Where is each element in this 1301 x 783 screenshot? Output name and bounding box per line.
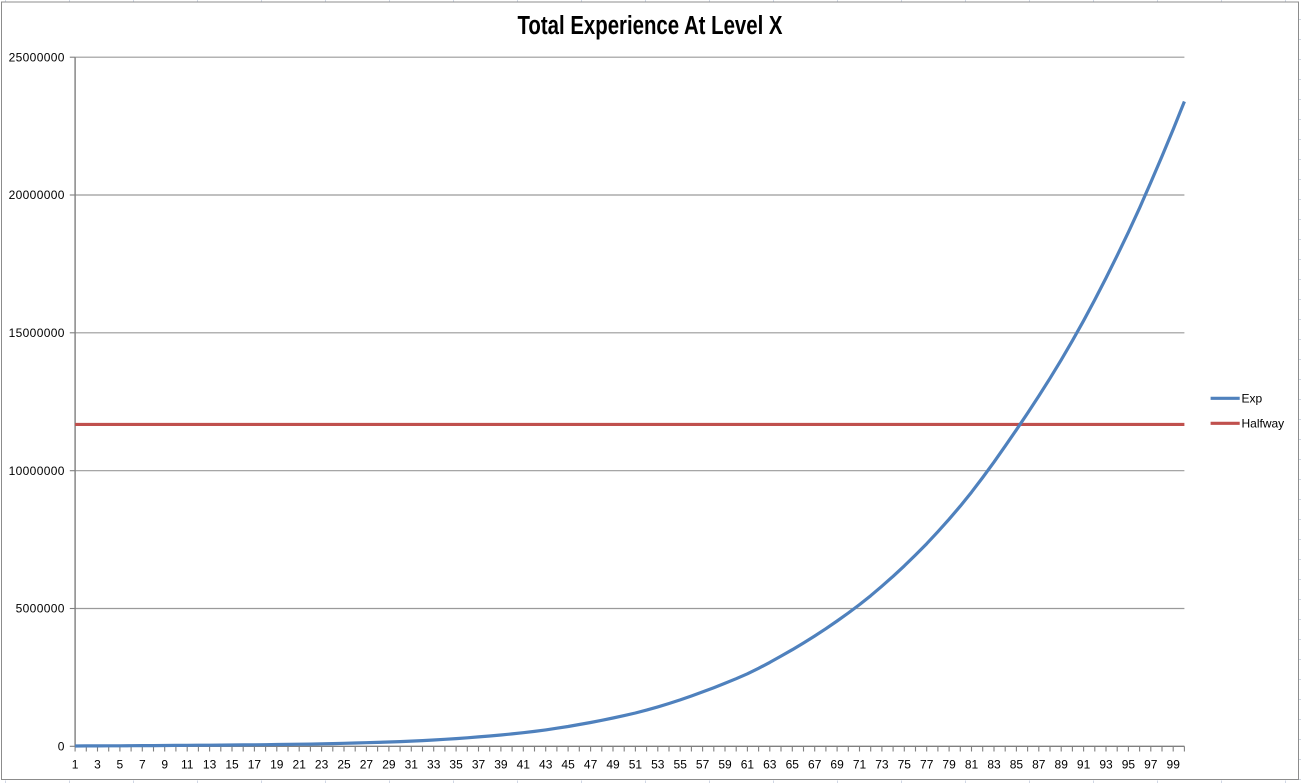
svg-text:0: 0	[58, 740, 65, 754]
svg-text:85: 85	[1010, 758, 1024, 772]
svg-text:15: 15	[225, 758, 239, 772]
svg-text:31: 31	[405, 758, 419, 772]
svg-text:79: 79	[942, 758, 956, 772]
svg-text:99: 99	[1167, 758, 1181, 772]
svg-text:37: 37	[472, 758, 486, 772]
svg-text:55: 55	[674, 758, 688, 772]
svg-text:17: 17	[248, 758, 262, 772]
svg-text:87: 87	[1032, 758, 1046, 772]
svg-text:39: 39	[494, 758, 508, 772]
svg-text:73: 73	[875, 758, 889, 772]
svg-text:21: 21	[293, 758, 307, 772]
svg-text:29: 29	[382, 758, 396, 772]
svg-text:89: 89	[1055, 758, 1069, 772]
svg-text:59: 59	[718, 758, 732, 772]
svg-text:41: 41	[517, 758, 531, 772]
svg-text:Exp: Exp	[1242, 392, 1263, 406]
svg-text:13: 13	[203, 758, 217, 772]
svg-text:5000000: 5000000	[16, 602, 65, 616]
svg-text:Halfway: Halfway	[1242, 417, 1285, 431]
svg-text:19: 19	[270, 758, 284, 772]
svg-text:63: 63	[763, 758, 777, 772]
svg-text:25000000: 25000000	[9, 50, 65, 64]
svg-text:65: 65	[786, 758, 800, 772]
svg-text:93: 93	[1099, 758, 1113, 772]
svg-text:61: 61	[741, 758, 755, 772]
svg-text:71: 71	[853, 758, 867, 772]
svg-text:53: 53	[651, 758, 665, 772]
svg-text:10000000: 10000000	[9, 464, 65, 478]
svg-text:97: 97	[1144, 758, 1158, 772]
svg-text:9: 9	[161, 758, 168, 772]
svg-text:81: 81	[965, 758, 979, 772]
svg-text:77: 77	[920, 758, 934, 772]
svg-text:49: 49	[606, 758, 620, 772]
svg-text:25: 25	[337, 758, 351, 772]
svg-text:7: 7	[139, 758, 146, 772]
svg-text:45: 45	[561, 758, 575, 772]
svg-text:15000000: 15000000	[9, 326, 65, 340]
svg-text:5: 5	[117, 758, 124, 772]
svg-text:75: 75	[898, 758, 912, 772]
svg-text:57: 57	[696, 758, 710, 772]
svg-text:3: 3	[94, 758, 101, 772]
svg-text:83: 83	[987, 758, 1001, 772]
svg-text:91: 91	[1077, 758, 1091, 772]
svg-text:95: 95	[1122, 758, 1136, 772]
svg-text:33: 33	[427, 758, 441, 772]
svg-text:51: 51	[629, 758, 643, 772]
svg-text:47: 47	[584, 758, 598, 772]
svg-text:1: 1	[72, 758, 79, 772]
svg-text:43: 43	[539, 758, 553, 772]
svg-text:20000000: 20000000	[9, 188, 65, 202]
svg-text:Total Experience At Level X: Total Experience At Level X	[518, 12, 783, 40]
svg-text:35: 35	[449, 758, 463, 772]
svg-text:69: 69	[830, 758, 844, 772]
svg-text:11: 11	[181, 758, 194, 772]
svg-text:23: 23	[315, 758, 329, 772]
svg-text:27: 27	[360, 758, 374, 772]
svg-text:67: 67	[808, 758, 822, 772]
